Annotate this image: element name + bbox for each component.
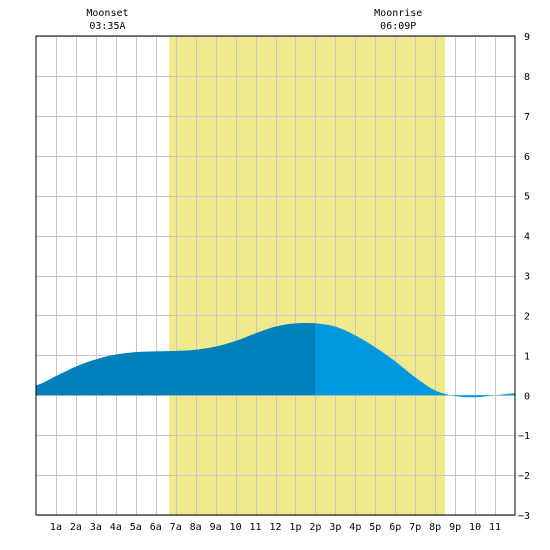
- tide-area-before: [36, 323, 316, 396]
- x-tick-label: 5a: [130, 522, 142, 533]
- y-tick-label: −2: [518, 471, 530, 482]
- moon-event-label: Moonset: [86, 8, 128, 19]
- x-tick-label: 8p: [429, 522, 441, 533]
- y-tick-label: 6: [524, 152, 530, 163]
- y-tick-label: −1: [518, 431, 530, 442]
- x-tick-label: 9a: [210, 522, 222, 533]
- tide-area-after: [315, 323, 515, 398]
- y-tick-label: 0: [524, 391, 530, 402]
- plot-border: [35, 35, 516, 516]
- daylight-band: [169, 36, 446, 515]
- x-tick-label: 3p: [329, 522, 341, 533]
- x-tick-label: 8a: [190, 522, 202, 533]
- x-tick-label: 4a: [110, 522, 122, 533]
- daylight-band-layer: [169, 36, 446, 515]
- tide-area-layer: [36, 323, 515, 398]
- moon-annotations: Moonset 03:35A Moonrise 06:09P: [86, 8, 422, 32]
- x-tick-label: 2a: [70, 522, 82, 533]
- y-tick-label: −3: [518, 511, 530, 522]
- x-tick-label: 6p: [389, 522, 401, 533]
- x-tick-label: 9p: [449, 522, 461, 533]
- x-tick-labels: 1a 2a 3a 4a 5a 6a 7a 8a 9a 10 11 12 1p 2p 3p 4p 5p 6p 7p 8p…: [50, 522, 501, 533]
- moon-event-time: 03:35A: [89, 21, 125, 32]
- y-tick-label: 9: [524, 32, 530, 43]
- x-tick-label: 11: [489, 522, 501, 533]
- x-tick-label: 7a: [170, 522, 182, 533]
- y-tick-label: 5: [524, 192, 530, 203]
- y-tick-label: 4: [524, 232, 530, 243]
- moon-event-label: Moonrise: [374, 8, 422, 19]
- x-tick-label: 6a: [150, 522, 162, 533]
- x-tick-label: 12: [269, 522, 281, 533]
- moon-event-time: 06:09P: [380, 21, 416, 32]
- y-tick-label: 3: [524, 272, 530, 283]
- x-tick-label: 10: [469, 522, 481, 533]
- x-tick-label: 7p: [409, 522, 421, 533]
- x-tick-label: 4p: [349, 522, 361, 533]
- y-tick-label: 1: [524, 351, 530, 362]
- x-tick-label: 10: [230, 522, 242, 533]
- y-tick-label: 7: [524, 112, 530, 123]
- y-tick-label: 8: [524, 72, 530, 83]
- x-tick-label: 2p: [309, 522, 321, 533]
- x-tick-label: 1a: [50, 522, 62, 533]
- y-tick-labels: −3 −2 −1 0 1 2 3 4 5 6 7 8 9: [518, 32, 530, 522]
- x-tick-label: 1p: [289, 522, 301, 533]
- x-tick-label: 5p: [369, 522, 381, 533]
- x-tick-label: 11: [250, 522, 262, 533]
- x-tick-label: 3a: [90, 522, 102, 533]
- y-tick-label: 2: [524, 311, 530, 322]
